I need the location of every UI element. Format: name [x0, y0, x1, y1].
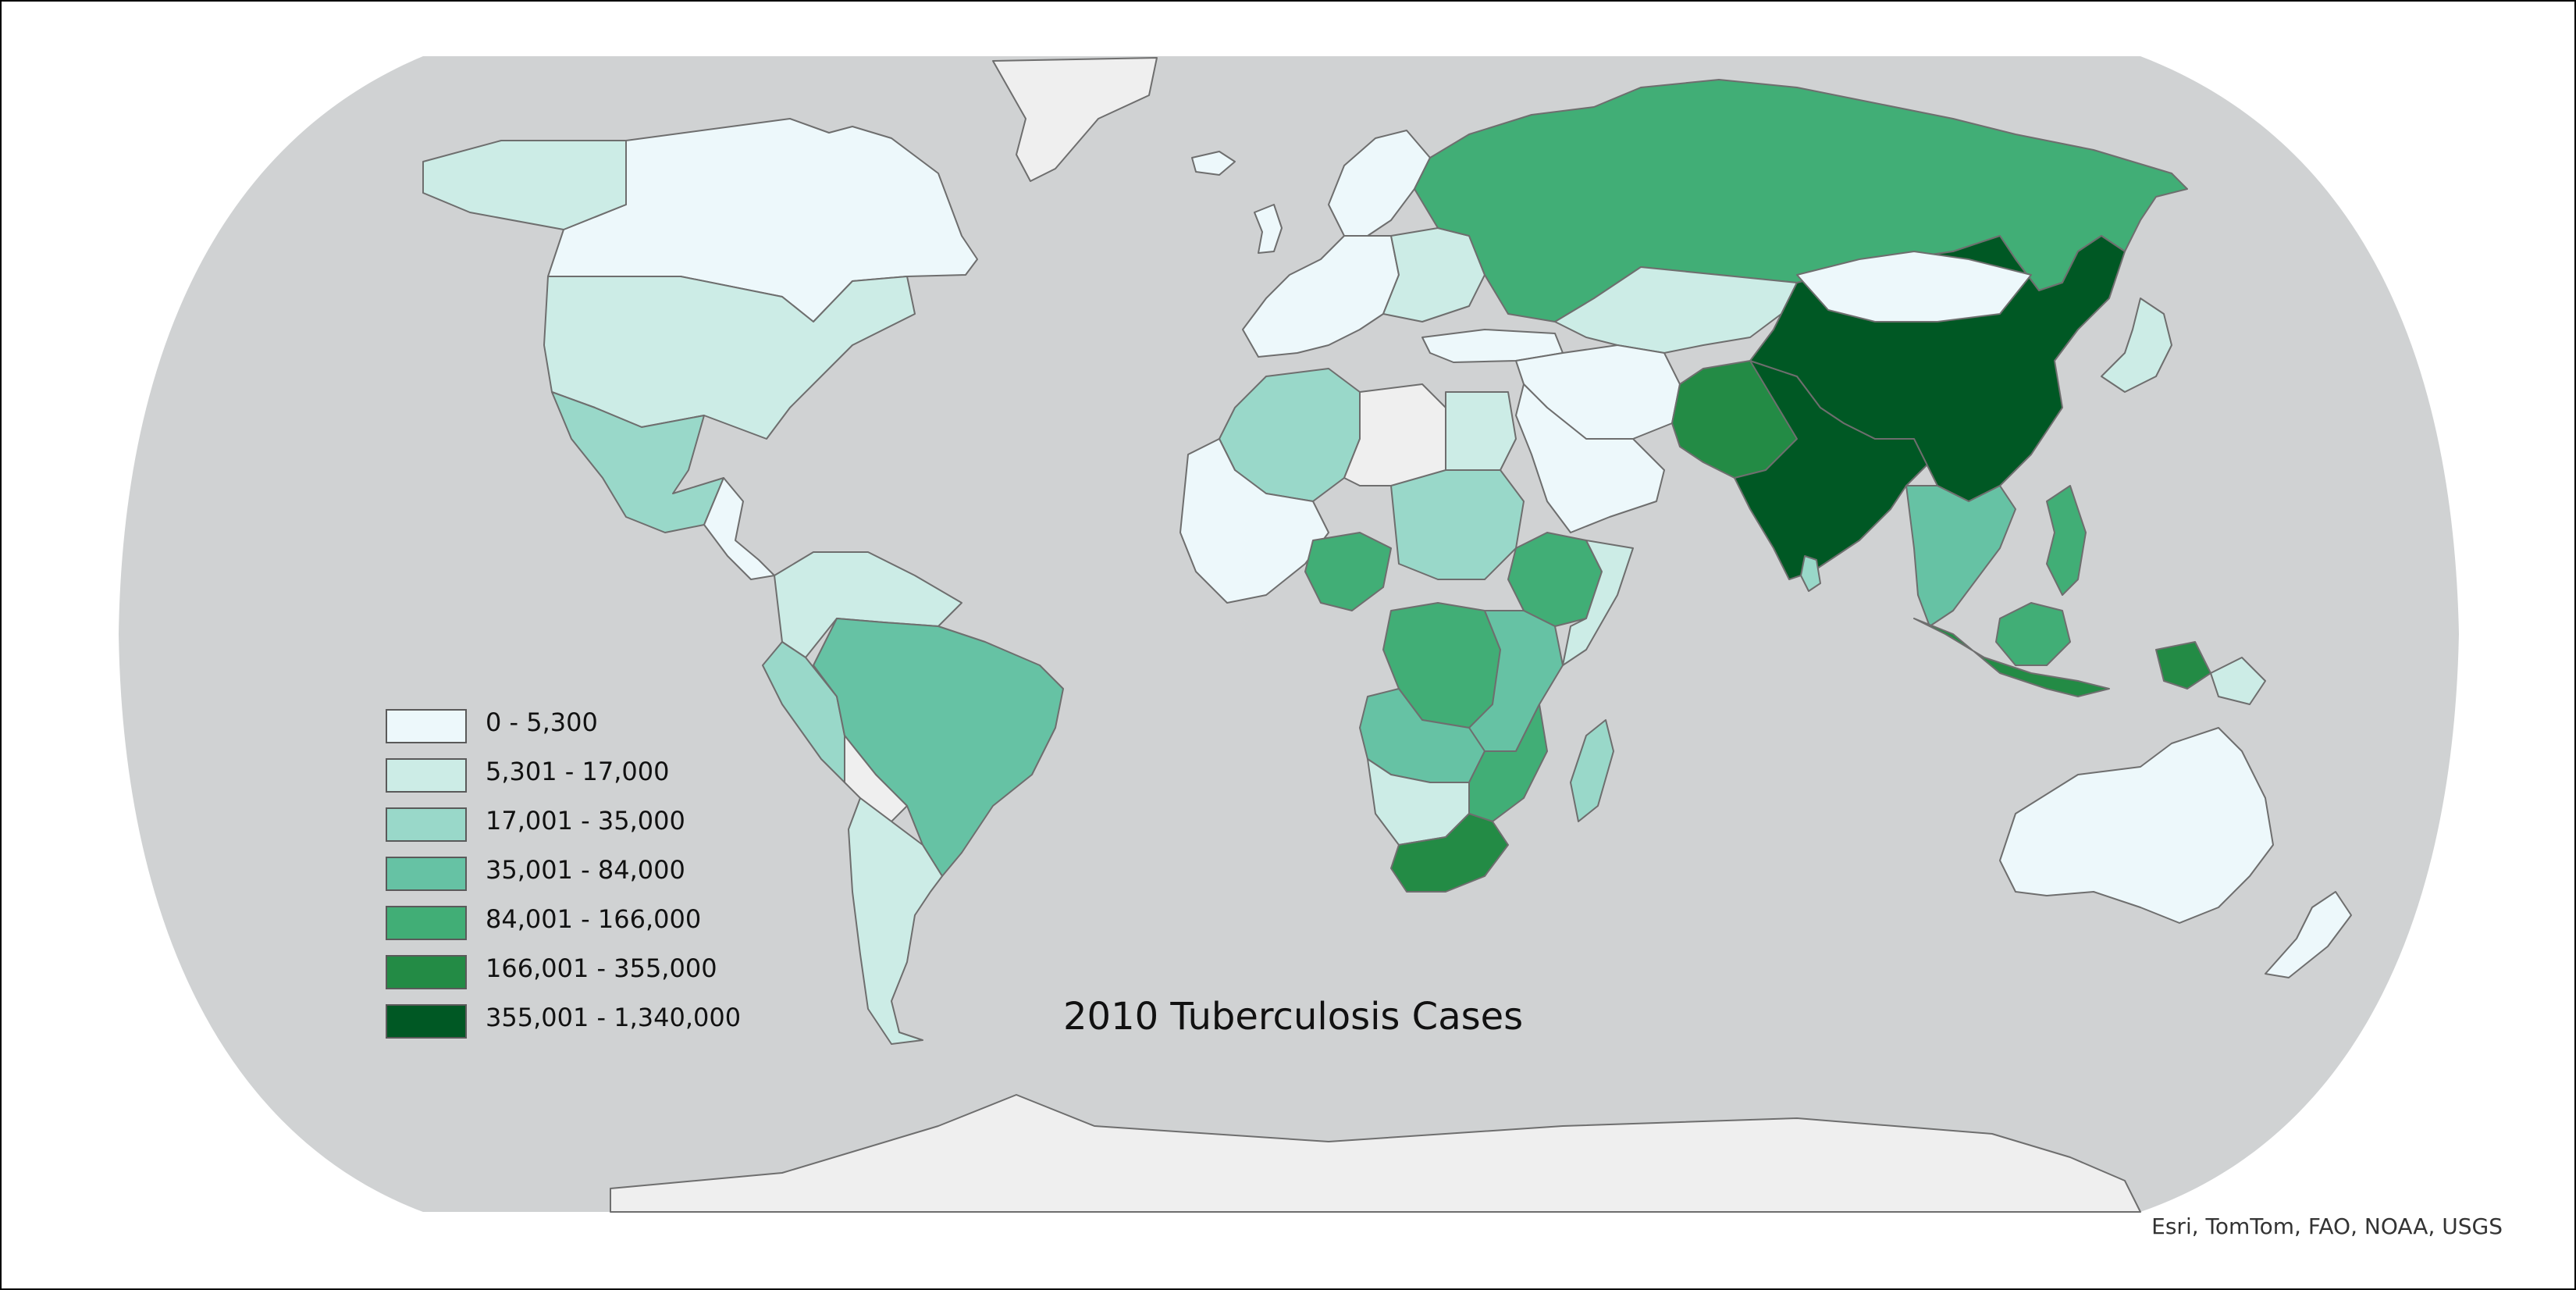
- region-australia: [1999, 727, 2274, 924]
- legend-label: 355,001 - 1,340,000: [486, 1003, 742, 1032]
- region-uk: [1254, 204, 1283, 254]
- attribution: Esri, TomTom, FAO, NOAA, USGS: [2151, 1213, 2503, 1239]
- legend-swatch: [386, 955, 467, 989]
- region-japan: [2101, 298, 2172, 393]
- legend-swatch: [386, 1004, 467, 1039]
- region-libya: [1343, 383, 1446, 486]
- region-new-guinea-east: [2210, 657, 2266, 705]
- region-new-zealand: [2265, 891, 2352, 978]
- region-brazil: [813, 618, 1064, 877]
- region-greenland: [992, 57, 1158, 182]
- region-egypt: [1445, 391, 1517, 471]
- region-alaska: [422, 140, 627, 230]
- region-nigeria: [1304, 532, 1392, 611]
- legend-swatch: [386, 709, 467, 743]
- region-kazakhstan: [1554, 266, 1798, 354]
- region-iceland: [1191, 151, 1236, 176]
- legend-label: 35,001 - 84,000: [486, 855, 685, 885]
- legend-label: 5,301 - 17,000: [486, 757, 670, 786]
- legend-swatch: [386, 758, 467, 793]
- region-argentina: [848, 797, 943, 1045]
- region-madagascar: [1570, 719, 1614, 822]
- legend-swatch: [386, 857, 467, 891]
- legend-swatch: [386, 807, 467, 842]
- region-papua-new-guinea: [2155, 641, 2211, 690]
- region-antarctica: [610, 1094, 2141, 1213]
- region-mongolia: [1796, 251, 2032, 322]
- region-sri-lanka: [1800, 555, 1821, 592]
- region-central-america: [703, 477, 775, 580]
- map-title: 2010 Tuberculosis Cases: [1063, 995, 1524, 1039]
- region-southeast-asia: [1905, 485, 2016, 627]
- legend-swatch: [386, 906, 467, 940]
- region-philippines: [2046, 485, 2087, 596]
- region-arabia: [1515, 383, 1665, 533]
- region-canada: [547, 118, 978, 322]
- region-borneo: [1995, 602, 2071, 666]
- legend-label: 166,001 - 355,000: [486, 953, 717, 983]
- region-south-africa: [1390, 813, 1509, 893]
- region-indonesia: [1913, 618, 2110, 697]
- legend-label: 0 - 5,300: [486, 707, 598, 737]
- legend-label: 84,001 - 166,000: [486, 904, 702, 934]
- legend-label: 17,001 - 35,000: [486, 806, 685, 836]
